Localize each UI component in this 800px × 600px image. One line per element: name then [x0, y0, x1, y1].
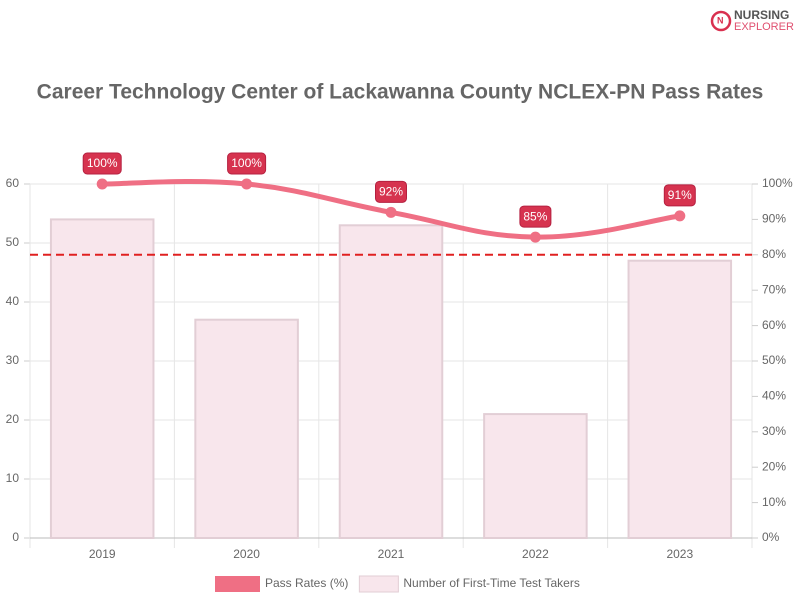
chart-title: Career Technology Center of Lackawanna C…: [37, 81, 764, 104]
logo: N NURSING EXPLORER: [710, 8, 794, 33]
legend-swatch: [358, 575, 399, 593]
y2-tick-label: 40%: [762, 389, 786, 403]
logo-mark: N: [717, 15, 724, 25]
y2-tick-label: 100%: [762, 176, 793, 190]
data-label-box: [375, 180, 407, 203]
x-tick-label: 2023: [666, 547, 693, 561]
y2-tick-label: 50%: [762, 353, 786, 367]
y-tick-label: 50: [6, 235, 20, 249]
legend-label: Pass Rates (%): [265, 576, 348, 590]
x-tick-label: 2021: [378, 547, 405, 561]
bar: [338, 224, 444, 540]
bar: [49, 218, 155, 539]
bar: [627, 259, 733, 539]
data-label: 92%: [379, 184, 403, 198]
y2-tick-label: 0%: [762, 530, 780, 544]
y-tick-label: 10: [6, 471, 20, 485]
bar: [483, 413, 588, 540]
data-label: 100%: [231, 156, 262, 170]
y-tick-label: 60: [6, 176, 20, 190]
y-tick-label: 30: [6, 353, 20, 367]
data-label-box: [82, 152, 122, 175]
y2-tick-label: 90%: [762, 212, 786, 226]
logo-text: EXPLORER: [734, 21, 794, 33]
data-label-box: [519, 205, 552, 228]
y2-tick-label: 80%: [762, 247, 786, 261]
data-label-box: [227, 152, 267, 175]
y-tick-label: 0: [12, 530, 19, 544]
y2-tick-label: 20%: [762, 459, 786, 473]
point: [385, 206, 397, 218]
y-tick-label: 40: [6, 294, 20, 308]
y2-tick-label: 30%: [762, 424, 786, 438]
data-label: 100%: [87, 156, 118, 170]
data-label: 91%: [668, 188, 692, 202]
x-tick-label: 2019: [89, 547, 116, 561]
data-label: 85%: [523, 209, 547, 223]
point: [96, 178, 108, 190]
point: [529, 231, 541, 243]
y2-tick-label: 70%: [762, 282, 786, 296]
logo-icon: [710, 10, 732, 32]
bar: [194, 318, 299, 540]
y2-tick-label: 60%: [762, 318, 786, 332]
x-tick-label: 2020: [233, 547, 260, 561]
legend-label: Number of First-Time Test Takers: [403, 576, 579, 590]
legend-swatch: [215, 576, 260, 592]
y-tick-label: 20: [6, 412, 20, 426]
point: [241, 178, 253, 190]
x-tick-label: 2022: [522, 547, 549, 561]
point: [674, 210, 686, 222]
logo-text: NURSING: [734, 8, 789, 22]
y2-tick-label: 10%: [762, 495, 786, 509]
data-label-box: [663, 184, 696, 207]
